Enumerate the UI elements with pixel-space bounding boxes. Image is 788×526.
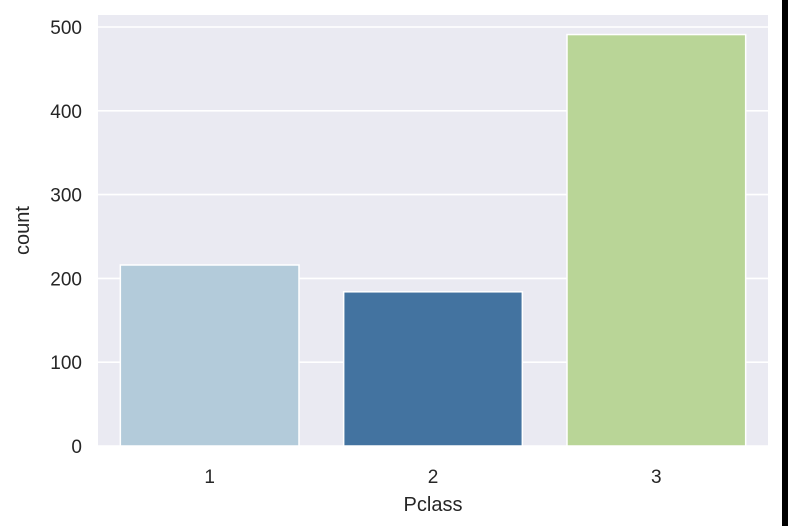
y-tick-labels: 0 100 200 300 400 500 — [50, 18, 82, 458]
bar-pclass-1 — [119, 264, 300, 447]
y-tick-label: 100 — [50, 353, 82, 374]
y-tick-label: 400 — [50, 102, 82, 123]
x-tick-label: 1 — [204, 467, 215, 488]
bar-pclass-2 — [342, 291, 524, 447]
y-tick-label: 0 — [71, 437, 82, 458]
y-tick-label: 200 — [50, 269, 82, 290]
bars — [119, 33, 747, 447]
y-tick-label: 500 — [50, 18, 82, 39]
y-axis-label: count — [12, 206, 34, 255]
x-tick-label: 3 — [651, 467, 662, 488]
x-tick-labels: 1 2 3 — [204, 467, 661, 488]
bar-pclass-3 — [566, 33, 747, 447]
x-axis-label: Pclass — [404, 494, 463, 516]
x-tick-label: 2 — [428, 467, 439, 488]
y-tick-label: 300 — [50, 186, 82, 207]
window-edge — [782, 0, 788, 526]
